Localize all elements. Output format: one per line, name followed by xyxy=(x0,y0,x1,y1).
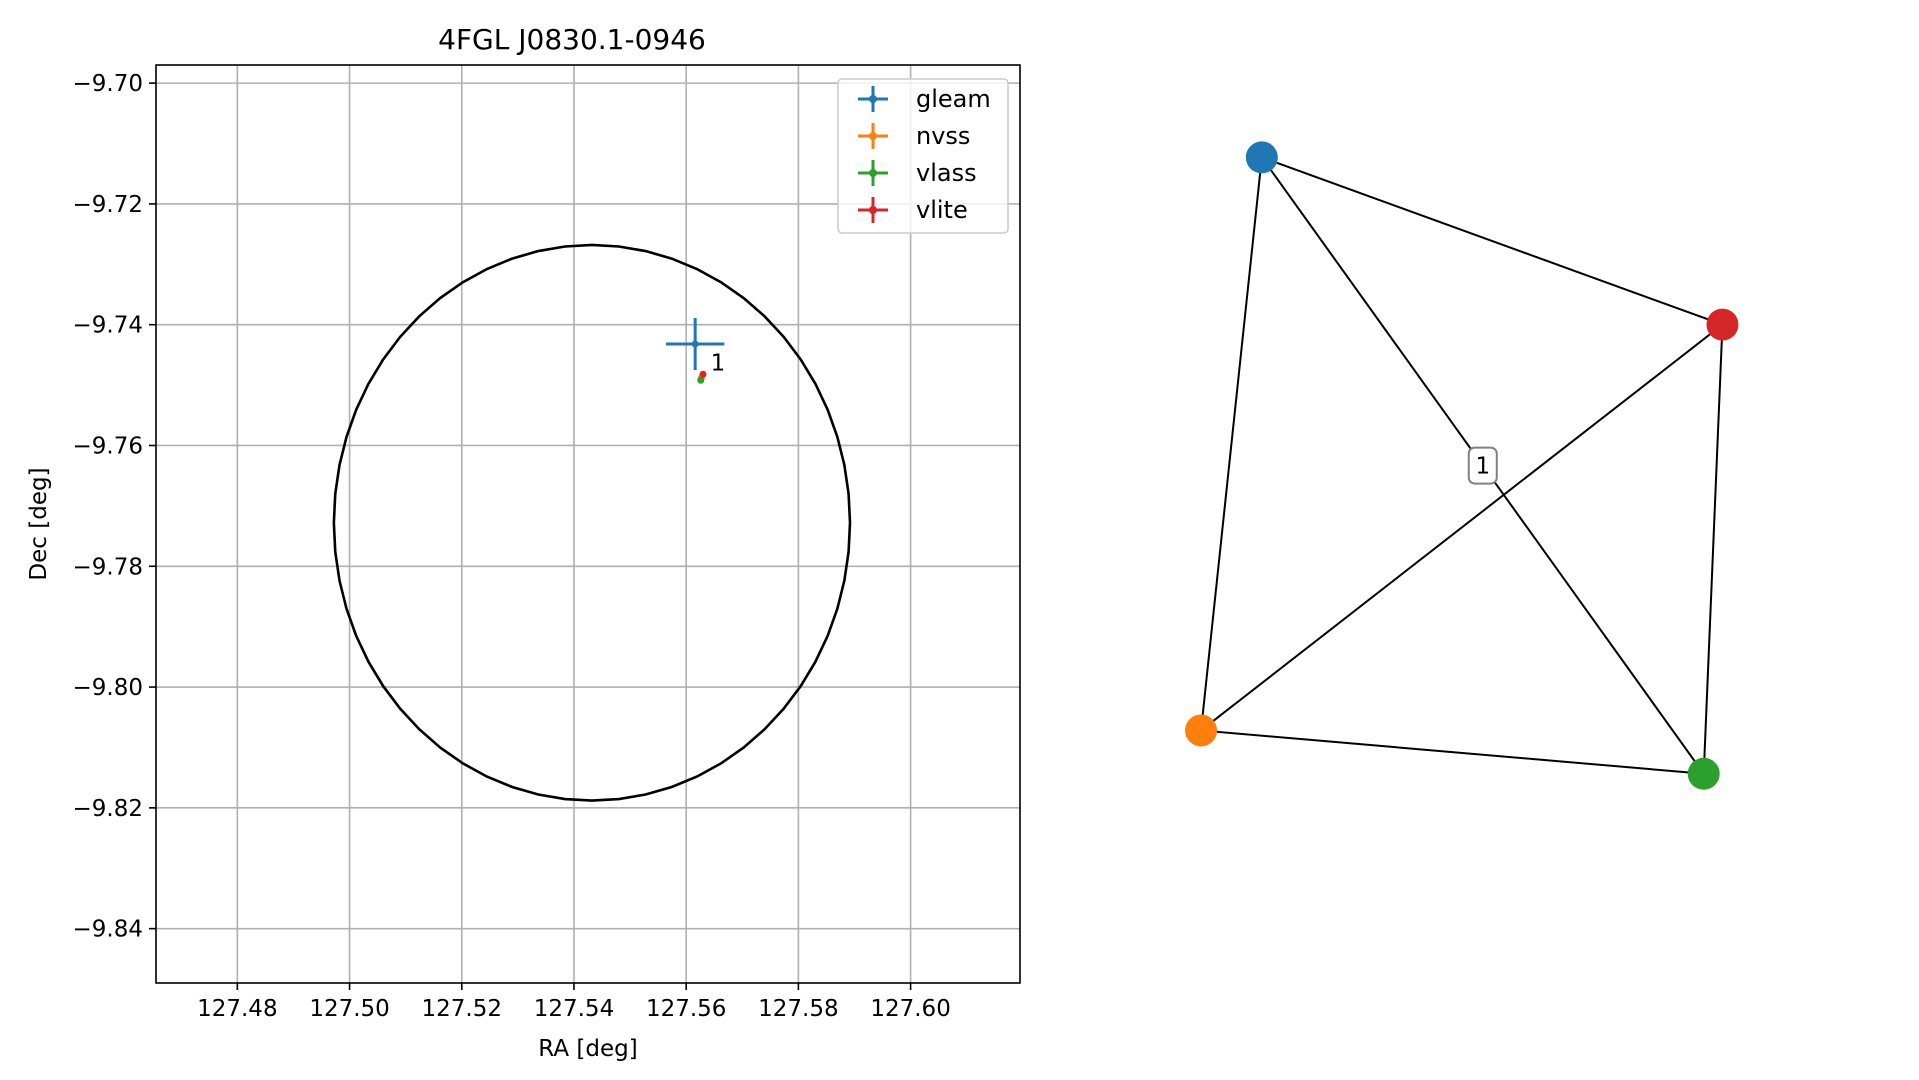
legend-label-vlite: vlite xyxy=(916,196,968,224)
edge-nvss-vlass xyxy=(1200,729,1704,775)
graph-nodes xyxy=(1185,141,1739,790)
legend-entry-gleam: gleam xyxy=(858,85,991,113)
data-points xyxy=(665,318,725,384)
y-tick-label: −9.72 xyxy=(73,192,143,218)
edge-gleam-vlite xyxy=(1261,156,1723,326)
node-vlite xyxy=(1706,308,1739,341)
legend-entry-vlass: vlass xyxy=(858,159,977,187)
y-tick-label: −9.76 xyxy=(73,433,143,459)
network-graph: 1 xyxy=(1185,141,1739,790)
marker-vlite xyxy=(699,370,707,378)
x-tick-label: 127.58 xyxy=(758,996,838,1022)
legend-marker xyxy=(869,132,877,140)
point-vlass xyxy=(697,376,705,384)
point-annotation: 1 xyxy=(711,351,726,377)
plot-title: 4FGL J0830.1-0946 xyxy=(438,23,706,56)
error-ellipse xyxy=(332,243,852,802)
edge-label-box xyxy=(1467,446,1498,485)
x-axis-label: RA [deg] xyxy=(538,1036,637,1062)
legend-marker xyxy=(869,169,877,177)
edge-vlite-nvss xyxy=(1200,323,1724,732)
legend-box xyxy=(837,78,1009,234)
legend-label-nvss: nvss xyxy=(916,122,970,150)
x-tick-label: 127.54 xyxy=(534,996,614,1022)
y-axis-label: Dec [deg] xyxy=(26,467,52,580)
y-tick-label: −9.80 xyxy=(73,675,143,701)
x-tick-label: 127.52 xyxy=(422,996,502,1022)
x-tick-label: 127.56 xyxy=(646,996,726,1022)
legend-marker xyxy=(869,206,877,214)
point-gleam xyxy=(665,318,725,370)
marker-gleam xyxy=(691,340,699,348)
legend-marker xyxy=(869,95,877,103)
y-tick-label: −9.74 xyxy=(73,313,143,339)
point-vlite xyxy=(699,370,707,378)
plot-area: 1 xyxy=(332,243,852,802)
edge-gleam-nvss xyxy=(1200,157,1263,731)
node-gleam xyxy=(1245,141,1278,174)
y-tick-label: −9.70 xyxy=(73,71,143,97)
x-tick-label: 127.60 xyxy=(870,996,950,1022)
node-nvss xyxy=(1185,714,1218,747)
y-tick-label: −9.82 xyxy=(73,796,143,822)
y-tick-label: −9.78 xyxy=(73,554,143,580)
legend-label-vlass: vlass xyxy=(916,159,977,187)
legend-entry-nvss: nvss xyxy=(858,122,970,150)
edge-vlite-vlass xyxy=(1702,324,1724,774)
x-tick-label: 127.48 xyxy=(197,996,277,1022)
y-axis: −9.70 −9.72 −9.74 −9.76 −9.78 −9.80 −9.82 −9.84 xyxy=(73,71,156,943)
x-axis: 127.48 127.50 127.52 127.54 127.56 127.58 127.… xyxy=(197,983,951,1022)
legend: gleam nvss vlass vlite xyxy=(837,78,1009,234)
x-tick-label: 127.50 xyxy=(309,996,389,1022)
node-vlass xyxy=(1687,757,1720,790)
marker-vlass xyxy=(697,376,705,384)
legend-entry-vlite: vlite xyxy=(858,196,968,224)
edge-label-text: 1 xyxy=(1475,454,1490,480)
edge-label: 1 xyxy=(1467,446,1498,485)
legend-label-gleam: gleam xyxy=(916,85,991,113)
y-tick-label: −9.84 xyxy=(73,917,143,943)
plot-frame xyxy=(155,64,1021,984)
scatter-plot: 4FGL J0830.1-0946 127.48 127.50 127.52 127.… xyxy=(26,23,1021,1062)
